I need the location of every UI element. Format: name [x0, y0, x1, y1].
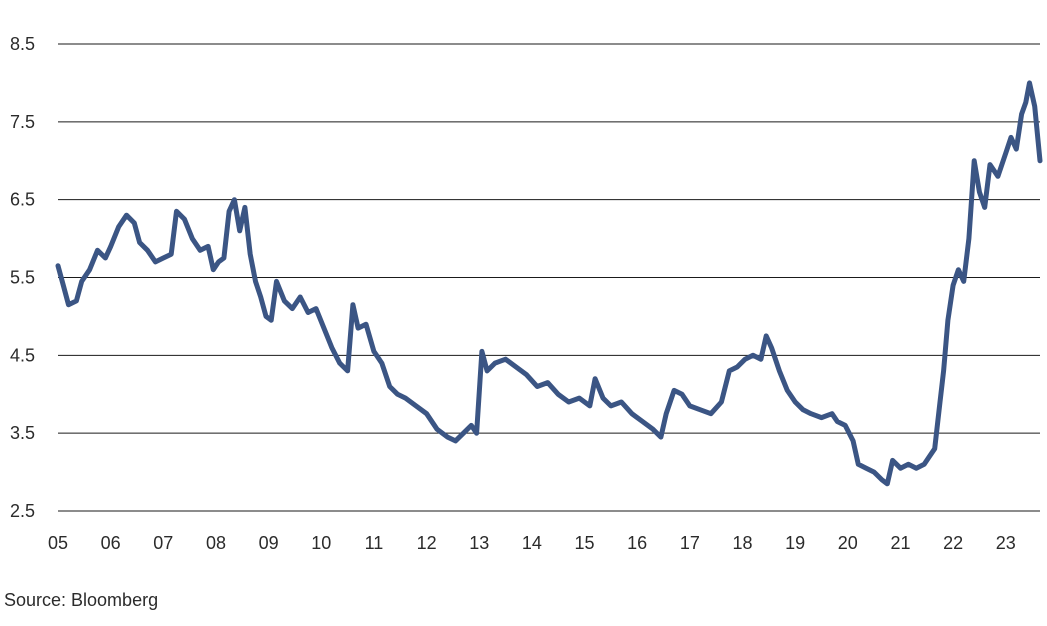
x-tick-label: 09: [259, 533, 279, 553]
y-tick-label: 2.5: [10, 501, 35, 521]
x-tick-label: 19: [785, 533, 805, 553]
x-tick-label: 21: [890, 533, 910, 553]
source-note: Source: Bloomberg: [4, 590, 159, 610]
y-axis-ticks: 8.5 7.5 6.5 5.5 4.5 3.5 2.5: [10, 34, 35, 521]
x-tick-label: 08: [206, 533, 226, 553]
series-line: [55, 80, 1043, 487]
x-tick-label: 18: [732, 533, 752, 553]
x-tick-label: 05: [48, 533, 68, 553]
x-tick-label: 17: [680, 533, 700, 553]
y-tick-label: 3.5: [10, 423, 35, 443]
x-tick-label: 23: [996, 533, 1016, 553]
y-tick-label: 4.5: [10, 345, 35, 365]
x-tick-label: 13: [469, 533, 489, 553]
x-tick-label: 06: [101, 533, 121, 553]
x-tick-label: 15: [575, 533, 595, 553]
x-tick-label: 11: [365, 533, 384, 553]
x-tick-label: 22: [943, 533, 963, 553]
x-tick-label: 07: [153, 533, 173, 553]
x-tick-label: 10: [311, 533, 331, 553]
x-tick-label: 12: [417, 533, 437, 553]
x-tick-label: 20: [838, 533, 858, 553]
y-tick-label: 7.5: [10, 112, 35, 132]
x-tick-label: 14: [522, 533, 542, 553]
grid-lines: [58, 43, 1040, 512]
x-axis-ticks: 05 06 07 08 09 10 11 12 13 14 15 16 17 18 19 20 21 22 23: [48, 533, 1016, 553]
x-tick-label: 16: [627, 533, 647, 553]
y-tick-label: 8.5: [10, 34, 35, 54]
y-tick-label: 6.5: [10, 190, 35, 210]
y-tick-label: 5.5: [10, 268, 35, 288]
